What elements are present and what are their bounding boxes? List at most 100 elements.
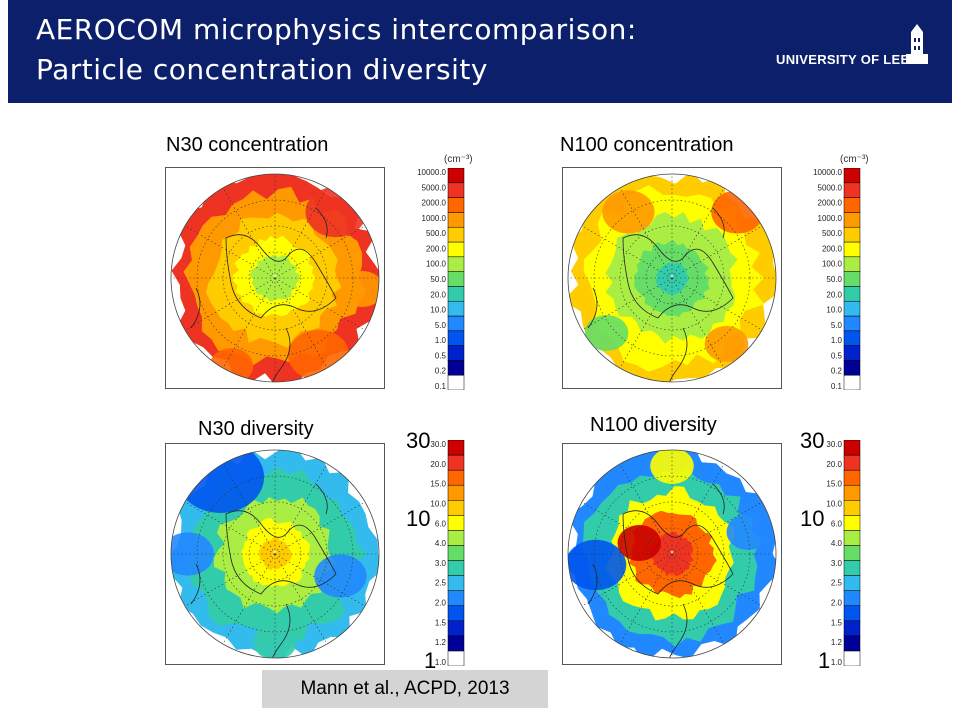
title-banner: AEROCOM microphysics intercomparison: Pa… <box>8 0 952 103</box>
colorbar-units: (cm⁻³) <box>444 154 473 165</box>
colorbar-tick-label: 20.0 <box>826 290 842 299</box>
map-n100-concentration: * <box>562 167 782 389</box>
longitude-line <box>274 187 328 279</box>
colorbar-swatch <box>843 454 861 471</box>
colorbar-swatch <box>447 286 465 302</box>
coastline <box>225 234 337 319</box>
colorbar-tick-label: 6.0 <box>435 519 447 528</box>
field-blob <box>171 532 214 576</box>
colorbar-swatch <box>447 330 465 346</box>
colorbar-swatch <box>843 315 861 332</box>
colorbar-tick-label: 4.0 <box>435 539 447 548</box>
title-line-1: AEROCOM microphysics intercomparison: <box>36 13 637 46</box>
colorbar-concentration-swatches: 10000.0 5000.0 2000.0 1000.0 500.0 200.0 100.0… <box>417 167 465 391</box>
colorbar-swatch <box>447 167 465 184</box>
colorbar-swatch <box>447 560 465 576</box>
field-blob <box>314 554 367 598</box>
colorbar-swatch <box>447 500 465 516</box>
field-blob <box>602 190 655 234</box>
colorbar-tick-label: 10000.0 <box>813 168 842 177</box>
colorbar-swatch <box>843 515 861 531</box>
panel-label-n30-concentration: N30 concentration <box>166 134 329 156</box>
colorbar-tick-label: 1.0 <box>831 658 843 666</box>
colorbar-diversity-bottom-right: 30.0 20.0 15.0 10.0 6.0 4.0 3.0 2.5 2.0 1.5 1.2 1.0 <box>808 439 928 671</box>
map-n30-concentration: * <box>165 167 385 389</box>
colorbar-tick-label: 100.0 <box>822 260 843 269</box>
colorbar-swatch <box>843 360 861 376</box>
colorbar-tick-label: 1.0 <box>435 658 447 666</box>
colorbar-diversity-swatches: 30.0 20.0 15.0 10.0 6.0 4.0 3.0 2.5 2.0 1.5 1.2 1.0 <box>826 439 861 667</box>
coastline <box>190 483 328 658</box>
longitude-line <box>222 187 276 279</box>
north-pole-marker: * <box>273 549 277 559</box>
colorbar-swatch <box>843 271 861 287</box>
colorbar-swatch <box>447 635 465 652</box>
longitude-line <box>581 277 673 331</box>
colorbar-concentration-swatches: 10000.0 5000.0 2000.0 1000.0 500.0 200.0 100.0… <box>813 167 861 391</box>
latitude-line <box>248 251 302 305</box>
colorbar-tick-label: 10.0 <box>430 306 446 315</box>
longitude-line <box>274 553 328 645</box>
longitude-line <box>222 463 276 555</box>
colorbar-tick-label: 0.2 <box>435 367 447 376</box>
field-blob <box>584 315 629 351</box>
colorbar-swatch <box>843 167 861 184</box>
colorbar-tick-label: 10.0 <box>826 499 842 508</box>
colorbar-tick-label: 2.0 <box>831 599 843 608</box>
field-blob <box>209 348 254 382</box>
polar-map-n30-concentration: * <box>170 173 380 383</box>
colorbar-swatch <box>447 575 465 591</box>
polar-map-n30-diversity: * <box>170 449 380 659</box>
longitude-line <box>184 277 276 331</box>
colorbar-swatch <box>447 300 465 317</box>
colorbar-tick-label: 0.2 <box>831 367 843 376</box>
colorbar-concentration-top-left: (cm⁻³) 10000.0 5000.0 2000.0 1000.0 500.0 200… <box>412 154 532 395</box>
diversity-label-30-left: 30 <box>406 428 431 453</box>
longitude-line <box>671 501 763 555</box>
longitude-line <box>671 463 725 555</box>
map-rim <box>170 449 380 659</box>
colorbar-tick-label: 1000.0 <box>818 214 843 223</box>
colorbar-tick-label: 2.0 <box>435 599 447 608</box>
colorbar-swatch <box>843 575 861 591</box>
colorbar-tick-label: 10.0 <box>826 306 842 315</box>
colorbar-swatch <box>843 212 861 228</box>
longitude-line <box>671 277 725 369</box>
longitude-line <box>619 463 673 555</box>
longitude-line <box>619 553 673 645</box>
citation-box: Mann et al., ACPD, 2013 <box>262 670 548 708</box>
longitude-line <box>671 187 725 279</box>
colorbar-tick-label: 4.0 <box>831 539 843 548</box>
colorbar-tick-label: 1.0 <box>831 336 843 345</box>
map-n100-diversity: * <box>562 443 782 665</box>
colorbar-tick-label: 30.0 <box>430 440 446 449</box>
field-blob <box>726 514 771 550</box>
slide-title: AEROCOM microphysics intercomparison: Pa… <box>36 10 637 90</box>
colorbar-tick-label: 0.5 <box>435 351 447 360</box>
longitude-line <box>274 277 328 369</box>
polar-map-n100-concentration: * <box>567 173 777 383</box>
coastline <box>587 207 725 382</box>
colorbar-swatch <box>447 197 465 213</box>
polar-map-n100-diversity: * <box>567 449 777 659</box>
colorbar-swatch <box>447 469 465 486</box>
panel-label-n100-diversity: N100 diversity <box>590 414 717 436</box>
colorbar-tick-label: 500.0 <box>822 229 843 238</box>
longitude-line <box>619 277 673 369</box>
colorbar-tick-label: 100.0 <box>426 260 447 269</box>
colorbar-tick-label: 1.2 <box>435 638 447 647</box>
colorbar-swatch <box>447 454 465 471</box>
longitude-line <box>274 553 366 607</box>
colorbar-swatch <box>447 545 465 561</box>
colorbar-tick-label: 50.0 <box>826 275 842 284</box>
colorbar-tick-label: 0.1 <box>831 382 843 390</box>
colorbar-tick-label: 5000.0 <box>818 183 843 192</box>
colorbar-swatch <box>843 530 861 546</box>
colorbar-swatch <box>843 635 861 652</box>
colorbar-swatch <box>447 590 465 606</box>
colorbar-units: (cm⁻³) <box>840 154 869 165</box>
colorbar-swatch <box>843 560 861 576</box>
longitude-line <box>274 501 366 555</box>
longitude-line <box>222 553 276 645</box>
field-blob <box>617 525 662 561</box>
